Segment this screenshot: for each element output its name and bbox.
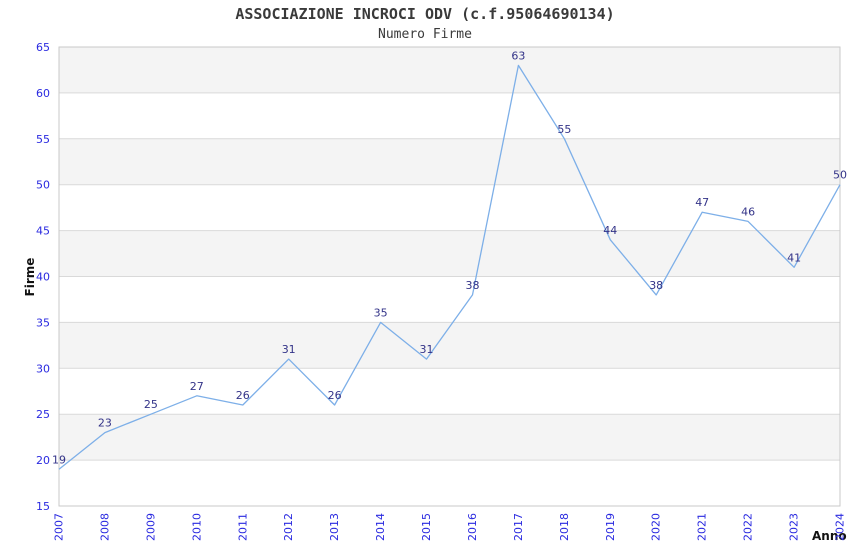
data-point-label: 38	[466, 279, 480, 292]
data-point-label: 38	[649, 279, 663, 292]
y-tick-label: 40	[36, 271, 50, 284]
data-point-label: 26	[328, 389, 342, 402]
x-tick-label: 2021	[696, 513, 709, 541]
x-tick-label: 2023	[788, 513, 801, 541]
x-tick-label: 2013	[328, 513, 341, 541]
data-point-label: 35	[374, 306, 388, 319]
plot-band	[59, 47, 840, 93]
plot-band	[59, 322, 840, 369]
data-point-label: 63	[511, 49, 525, 62]
chart-title: ASSOCIAZIONE INCROCI ODV (c.f.9506469013…	[235, 5, 615, 23]
y-tick-label: 35	[36, 316, 50, 329]
x-tick-label: 2015	[420, 513, 433, 541]
plot-band	[59, 138, 840, 185]
x-tick-label: 2007	[53, 513, 66, 541]
x-tick-label: 2009	[144, 513, 157, 541]
x-tick-label: 2014	[374, 513, 387, 541]
data-point-label: 25	[144, 398, 158, 411]
x-tick-label: 2018	[558, 513, 571, 541]
y-tick-label: 50	[36, 179, 50, 192]
x-tick-label: 2012	[282, 513, 295, 541]
x-tick-label: 2008	[98, 513, 111, 541]
data-point-label: 41	[787, 251, 801, 264]
y-tick-label: 65	[36, 41, 50, 54]
y-tick-label: 60	[36, 87, 50, 100]
x-tick-label: 2010	[190, 513, 203, 541]
plot-border	[58, 46, 841, 507]
y-tick-label: 30	[36, 362, 50, 375]
data-point-label: 44	[603, 224, 617, 237]
x-tick-label: 2022	[742, 513, 755, 541]
y-tick-label: 20	[36, 454, 50, 467]
data-point-label: 55	[557, 123, 571, 136]
plot-band	[59, 414, 840, 461]
data-point-label: 23	[98, 417, 112, 430]
x-tick-label: 2024	[834, 513, 847, 541]
plot-band	[59, 230, 840, 277]
data-point-label: 46	[741, 205, 755, 218]
data-point-label: 26	[236, 389, 250, 402]
x-tick-label: 2011	[236, 513, 249, 541]
x-tick-label: 2017	[512, 513, 525, 541]
data-line	[58, 64, 841, 470]
data-point-label: 47	[695, 196, 709, 209]
y-tick-label: 55	[36, 133, 50, 146]
y-tick-label: 45	[36, 225, 50, 238]
data-point-label: 27	[190, 380, 204, 393]
y-tick-label: 15	[36, 500, 50, 513]
data-point-label: 31	[420, 343, 434, 356]
data-point-label: 19	[52, 453, 66, 466]
x-tick-label: 2020	[650, 513, 663, 541]
chart-subtitle: Numero Firme	[378, 27, 472, 42]
x-axis-title: Anno	[812, 529, 847, 543]
data-point-label: 31	[282, 343, 296, 356]
data-point-label: 50	[833, 169, 847, 182]
y-tick-label: 25	[36, 408, 50, 421]
x-tick-label: 2019	[604, 513, 617, 541]
x-tick-label: 2016	[466, 513, 479, 541]
